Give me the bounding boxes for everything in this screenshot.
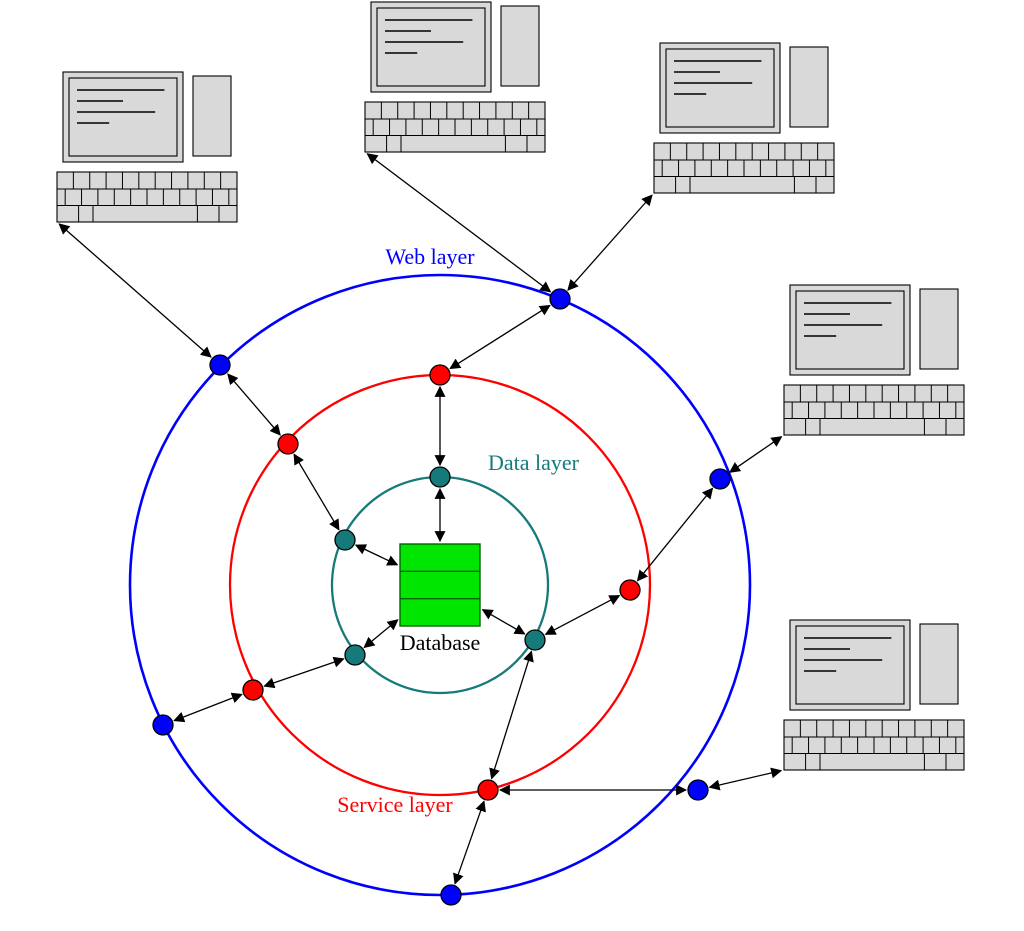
- label-database: Database: [400, 630, 481, 655]
- edge: [546, 596, 620, 635]
- node-data: [335, 530, 355, 550]
- node-service: [278, 434, 298, 454]
- computer-icon: [784, 620, 964, 770]
- edge: [455, 801, 484, 883]
- computer-icon: [654, 43, 834, 193]
- label-web-layer: Web layer: [385, 244, 475, 269]
- edge: [730, 437, 782, 473]
- edge: [638, 488, 713, 580]
- node-data: [525, 630, 545, 650]
- node-service: [430, 365, 450, 385]
- computer-icon: [784, 285, 964, 435]
- computer-icon: [365, 2, 545, 152]
- label-service-layer: Service layer: [337, 792, 453, 817]
- edge: [367, 154, 550, 292]
- database-icon: [400, 544, 480, 626]
- node-web: [710, 469, 730, 489]
- edge: [483, 610, 525, 634]
- edge: [264, 659, 343, 686]
- node-data: [345, 645, 365, 665]
- node-web: [550, 289, 570, 309]
- computer-icon: [57, 72, 237, 222]
- edge: [174, 694, 242, 720]
- edge: [710, 771, 781, 788]
- node-web: [688, 780, 708, 800]
- node-web: [153, 715, 173, 735]
- labels: Data layer Service layer Web layer Database: [337, 244, 579, 817]
- edge: [568, 195, 652, 290]
- edge: [492, 651, 532, 778]
- node-data: [430, 467, 450, 487]
- node-service: [478, 780, 498, 800]
- database-group: [400, 544, 480, 626]
- edge: [356, 545, 397, 565]
- label-data-layer: Data layer: [488, 450, 580, 475]
- edge: [228, 374, 280, 435]
- node-web: [210, 355, 230, 375]
- edge: [450, 305, 550, 368]
- edge: [364, 620, 397, 648]
- edge: [294, 454, 339, 529]
- node-web: [441, 885, 461, 905]
- node-service: [243, 680, 263, 700]
- edge: [59, 224, 211, 357]
- node-service: [620, 580, 640, 600]
